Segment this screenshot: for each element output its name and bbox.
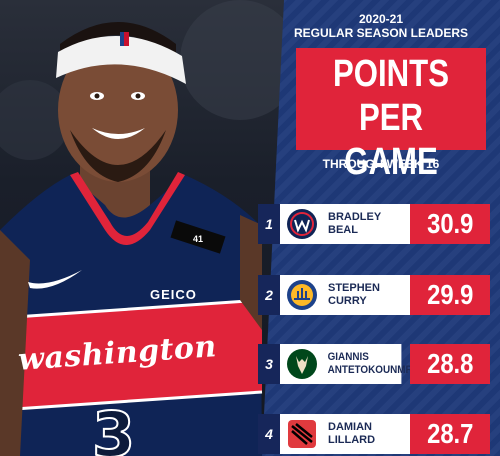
leader-name: GIANNIS ANTETOKOUNMPO	[324, 344, 420, 384]
leader-last-name: CURRY	[328, 295, 367, 307]
leader-name: STEPHEN CURRY	[324, 275, 410, 315]
leader-row: 2 STEPHEN CURRY 29.9	[258, 275, 490, 315]
patch-number: 41	[193, 234, 204, 244]
leader-first-name: STEPHEN	[328, 282, 380, 294]
leader-value: 29.9	[410, 275, 490, 315]
stat-title-line2: PER GAME	[344, 97, 438, 183]
blazers-logo-icon	[280, 414, 324, 454]
bucks-logo-icon	[280, 344, 324, 384]
warriors-logo-icon	[280, 275, 324, 315]
jersey-number: 3	[91, 397, 136, 456]
leader-value-text: 30.9	[426, 208, 474, 239]
wizards-logo-icon	[280, 204, 324, 244]
leader-value: 28.8	[410, 344, 490, 384]
player-illustration	[0, 0, 290, 456]
season-heading: 2020-21 REGULAR SEASON LEADERS	[262, 12, 500, 40]
season-year: 2020-21	[358, 12, 404, 26]
jersey-sponsor: GEICO	[150, 287, 197, 302]
leader-rank: 4	[258, 414, 280, 454]
leader-first-name: DAMIAN	[328, 421, 372, 433]
leader-value-text: 28.7	[426, 418, 474, 449]
leader-first-name: GIANNIS	[327, 351, 369, 363]
leader-first-name: BRADLEY	[328, 211, 382, 223]
leader-row: 1 BRADLEY BEAL 30.9	[258, 204, 490, 244]
leader-value: 28.7	[410, 414, 490, 454]
leader-name: BRADLEY BEAL	[324, 204, 410, 244]
leader-row: 3 GIANNIS ANTETOKOUNMPO 28.8	[258, 344, 490, 384]
leader-rank: 2	[258, 275, 280, 315]
leader-last-name: LILLARD	[328, 434, 376, 446]
season-category: REGULAR SEASON LEADERS	[293, 26, 469, 40]
leader-value: 30.9	[410, 204, 490, 244]
leader-rank: 1	[258, 204, 280, 244]
leader-value-text: 28.8	[426, 348, 474, 379]
leader-value-text: 29.9	[426, 279, 474, 310]
leader-last-name: ANTETOKOUNMPO	[327, 364, 420, 376]
leader-rank: 3	[258, 344, 280, 384]
stat-title: POINTS PER GAME	[313, 52, 469, 184]
title-box	[296, 48, 486, 150]
player-photo: washington 3 GEICO 41	[0, 0, 290, 456]
leader-name: DAMIAN LILLARD	[324, 414, 410, 454]
through-week-label: THROUGH WEEK 16	[322, 157, 440, 171]
leader-row: 4 DAMIAN LILLARD 28.7	[258, 414, 490, 454]
stat-title-line1: POINTS	[332, 53, 450, 95]
leader-last-name: BEAL	[328, 224, 358, 236]
